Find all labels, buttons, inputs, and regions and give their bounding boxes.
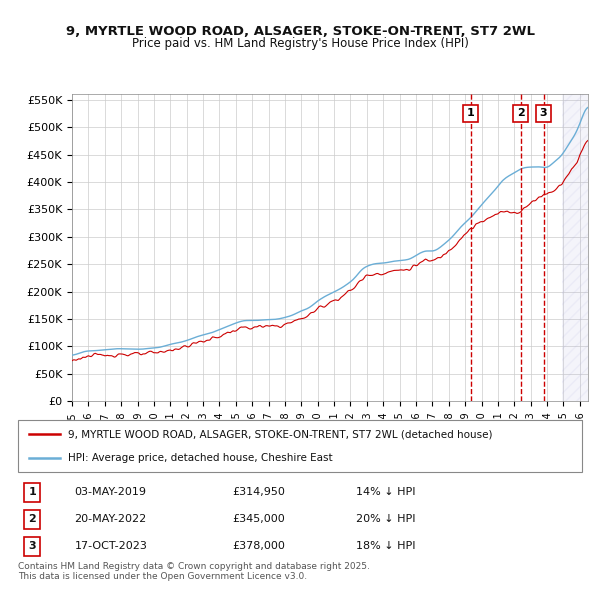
- Text: 17-OCT-2023: 17-OCT-2023: [74, 541, 147, 551]
- Text: 3: 3: [540, 108, 547, 118]
- Text: £378,000: £378,000: [232, 541, 285, 551]
- Text: 20-MAY-2022: 20-MAY-2022: [74, 514, 146, 524]
- Text: 3: 3: [28, 541, 36, 551]
- Text: £345,000: £345,000: [232, 514, 285, 524]
- Text: £314,950: £314,950: [232, 487, 285, 497]
- Text: 18% ↓ HPI: 18% ↓ HPI: [356, 541, 416, 551]
- Text: 1: 1: [28, 487, 36, 497]
- Bar: [562, 94, 588, 401]
- Text: 9, MYRTLE WOOD ROAD, ALSAGER, STOKE-ON-TRENT, ST7 2WL: 9, MYRTLE WOOD ROAD, ALSAGER, STOKE-ON-T…: [65, 25, 535, 38]
- Text: 14% ↓ HPI: 14% ↓ HPI: [356, 487, 416, 497]
- FancyBboxPatch shape: [18, 420, 582, 472]
- Text: 1: 1: [467, 108, 475, 118]
- Text: Contains HM Land Registry data © Crown copyright and database right 2025.
This d: Contains HM Land Registry data © Crown c…: [18, 562, 370, 581]
- Text: Price paid vs. HM Land Registry's House Price Index (HPI): Price paid vs. HM Land Registry's House …: [131, 37, 469, 50]
- Text: 2: 2: [28, 514, 36, 524]
- Text: 9, MYRTLE WOOD ROAD, ALSAGER, STOKE-ON-TRENT, ST7 2WL (detached house): 9, MYRTLE WOOD ROAD, ALSAGER, STOKE-ON-T…: [68, 429, 492, 439]
- Text: 2: 2: [517, 108, 524, 118]
- Text: 03-MAY-2019: 03-MAY-2019: [74, 487, 146, 497]
- Text: HPI: Average price, detached house, Cheshire East: HPI: Average price, detached house, Ches…: [68, 453, 332, 463]
- Text: 20% ↓ HPI: 20% ↓ HPI: [356, 514, 416, 524]
